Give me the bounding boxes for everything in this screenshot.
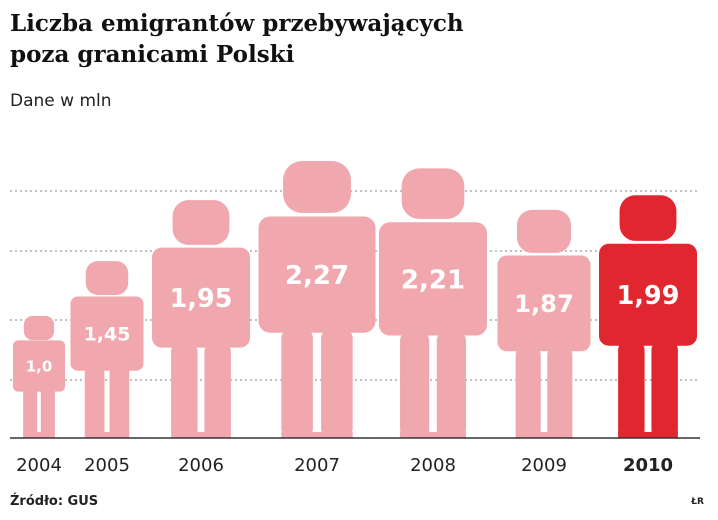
category-label-2007: 2007 — [294, 455, 340, 476]
figure-leg-right — [651, 341, 678, 438]
value-label-2007: 2,27 — [285, 261, 349, 291]
figure-torso — [497, 255, 591, 352]
figure-leg-left — [618, 341, 645, 438]
bar-figure-2005 — [70, 261, 144, 438]
figure-leg-left — [281, 328, 313, 438]
category-label-2010: 2010 — [623, 455, 673, 476]
bar-figure-2009 — [497, 209, 591, 438]
value-label-2005: 1,45 — [84, 323, 131, 345]
figure-head — [619, 195, 677, 241]
figure-base — [171, 432, 231, 438]
category-label-2004: 2004 — [16, 455, 62, 476]
figure-leg-right — [40, 387, 55, 438]
value-label-2010: 1,99 — [617, 281, 680, 311]
figure-head — [23, 316, 55, 340]
figure-torso — [152, 247, 250, 348]
value-label-2009: 1,87 — [514, 290, 574, 318]
figure-torso — [599, 243, 697, 346]
category-label-2006: 2006 — [178, 455, 224, 476]
figure-torso — [258, 216, 376, 333]
figure-torso — [70, 296, 144, 371]
figure-base — [84, 432, 130, 438]
figure-leg-left — [515, 347, 541, 438]
bar-figure-2004 — [13, 316, 65, 438]
figure-leg-left — [400, 331, 430, 438]
chart-subtitle: Dane w mln — [10, 91, 112, 111]
figure-leg-right — [109, 366, 130, 438]
figure-torso — [379, 222, 487, 336]
chart-title: Liczba emigrantów przebywających poza gr… — [10, 8, 610, 70]
title-line-2: poza granicami Polski — [10, 41, 295, 68]
figure-head — [85, 261, 129, 295]
figure-leg-right — [436, 331, 466, 438]
figure-leg-left — [84, 366, 105, 438]
figure-base — [400, 432, 466, 438]
figure-torso — [13, 340, 65, 392]
figure-head — [517, 209, 571, 253]
figure-leg-left — [23, 387, 38, 438]
figure-base — [618, 432, 678, 438]
bar-figure-2006 — [152, 200, 250, 438]
figure-leg-right — [547, 347, 573, 438]
value-label-2004: 1,0 — [26, 357, 53, 375]
figure-base — [23, 432, 55, 438]
bar-figure-2010 — [599, 195, 697, 438]
figure-head — [283, 161, 351, 213]
figure-leg-right — [321, 328, 353, 438]
figure-base — [515, 432, 573, 438]
author-credit: ŁR — [691, 497, 704, 507]
source-note: Źródło: GUS — [10, 494, 99, 509]
figure-leg-left — [171, 343, 198, 438]
bar-figure-2007 — [258, 161, 376, 438]
title-line-1: Liczba emigrantów przebywających — [10, 10, 464, 37]
value-label-2006: 1,95 — [170, 284, 233, 314]
figure-head — [172, 200, 230, 245]
value-label-2008: 2,21 — [401, 265, 465, 295]
bar-figure-2008 — [379, 168, 487, 438]
category-label-2008: 2008 — [410, 455, 456, 476]
category-label-2009: 2009 — [521, 455, 567, 476]
category-label-2005: 2005 — [84, 455, 130, 476]
figure-head — [401, 168, 465, 219]
figure-leg-right — [204, 343, 231, 438]
figure-base — [281, 432, 353, 438]
